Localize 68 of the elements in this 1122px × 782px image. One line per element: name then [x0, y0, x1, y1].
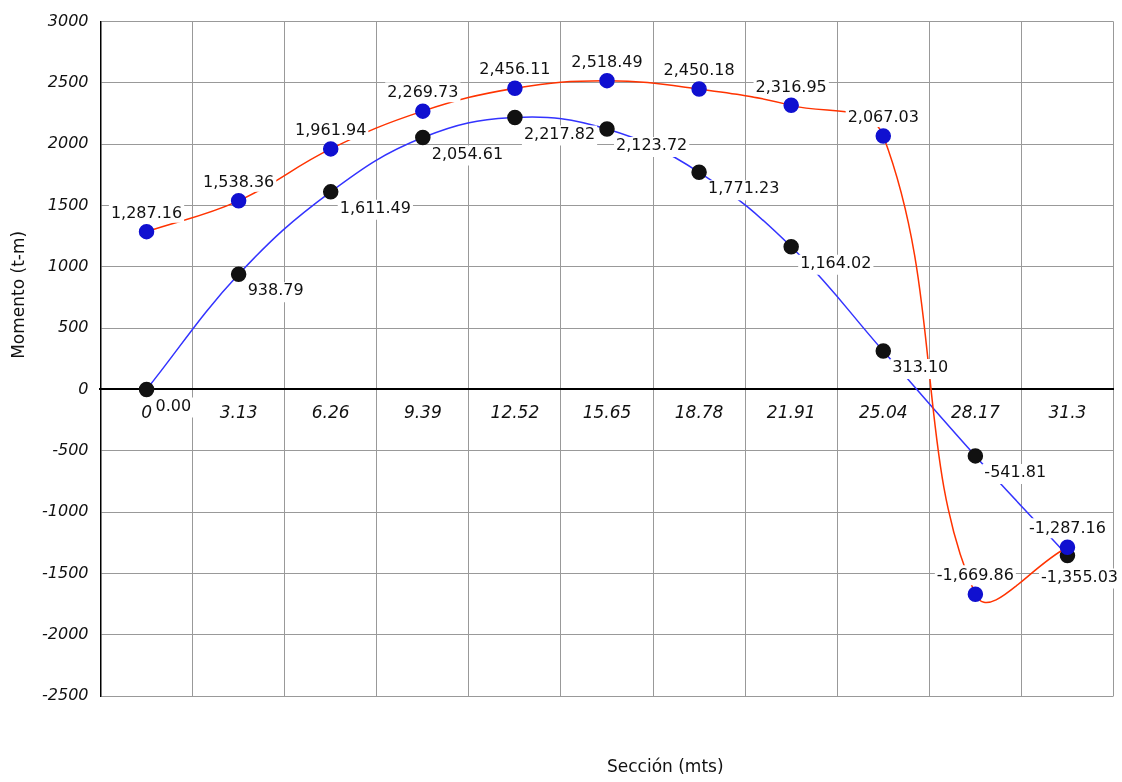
data-label: 2,450.18: [663, 60, 735, 80]
data-label: 2,217.82: [523, 123, 596, 143]
point: [1059, 539, 1076, 556]
data-label: 2,269.73: [387, 82, 459, 102]
x-tick-label: 25.04: [858, 402, 908, 423]
point: [599, 72, 615, 89]
data-label: 2,456.11: [479, 59, 551, 79]
x-tick-label: 31.3: [1048, 402, 1087, 423]
y-tick-label: 0: [78, 378, 89, 398]
y-axis-title: Momento (t-m): [8, 230, 29, 359]
data-label: 2,067.03: [847, 107, 919, 127]
point: [967, 586, 984, 602]
point: [415, 103, 431, 119]
point: [507, 109, 523, 126]
x-tick-label: 6.26: [311, 402, 350, 423]
x-tick-label: 28.17: [951, 402, 1000, 423]
data-label: 1,538.36: [203, 171, 275, 191]
point: [138, 381, 155, 398]
point: [322, 184, 339, 200]
x-tick-label: 0: [141, 402, 152, 423]
point: [783, 238, 799, 255]
y-tick-label: 500: [57, 317, 89, 337]
y-tick-label: -2000: [41, 623, 89, 643]
point: [599, 121, 615, 137]
point: [783, 97, 799, 114]
data-label: 0.00: [155, 395, 192, 415]
data-label: 2,123.72: [616, 135, 688, 155]
y-tick-label: -500: [52, 439, 89, 459]
data-label: 1,164.02: [800, 252, 872, 272]
x-tick-label: 15.65: [582, 402, 632, 423]
y-tick-label: 2000: [47, 133, 89, 153]
data-label: 1,287.16: [110, 202, 183, 222]
data-label: -1,287.16: [1028, 518, 1106, 538]
data-label: -1,669.86: [936, 565, 1014, 585]
data-label: 938.79: [247, 280, 304, 300]
x-tick-label: 18.78: [674, 402, 724, 423]
y-tick-label: -2500: [41, 685, 89, 705]
x-tick-label: 12.52: [490, 402, 540, 423]
y-tick-label: -1500: [41, 562, 89, 582]
point: [507, 80, 523, 97]
y-tick-label: -1000: [41, 501, 89, 521]
point: [875, 128, 892, 144]
point: [230, 193, 247, 209]
point: [967, 448, 984, 464]
point: [875, 343, 892, 359]
x-tick-label: 9.39: [403, 402, 442, 423]
point: [691, 81, 707, 97]
point: [691, 164, 707, 181]
point: [230, 266, 247, 283]
y-tick-label: 1500: [47, 194, 89, 214]
data-label: 313.10: [892, 357, 949, 377]
y-tick-label: 1000: [47, 255, 89, 275]
y-tick-label: 3000: [47, 10, 89, 30]
data-label: 2,054.61: [431, 143, 504, 163]
data-label: -1,355.03: [1040, 566, 1119, 586]
data-label: -541.81: [984, 462, 1047, 482]
x-tick-label: 3.13: [219, 402, 258, 423]
data-label: 2,316.95: [755, 76, 827, 96]
x-tick-label: 21.91: [766, 402, 816, 423]
point: [138, 223, 155, 240]
y-tick-label: 2500: [47, 72, 89, 92]
point: [415, 129, 431, 146]
data-label: 1,961.94: [295, 120, 367, 140]
data-label: 1,771.23: [708, 178, 780, 198]
x-axis-title: Sección (mts): [607, 756, 724, 777]
data-label: 2,518.49: [571, 51, 643, 71]
point: [322, 141, 339, 157]
data-label: 1,611.49: [339, 198, 411, 218]
